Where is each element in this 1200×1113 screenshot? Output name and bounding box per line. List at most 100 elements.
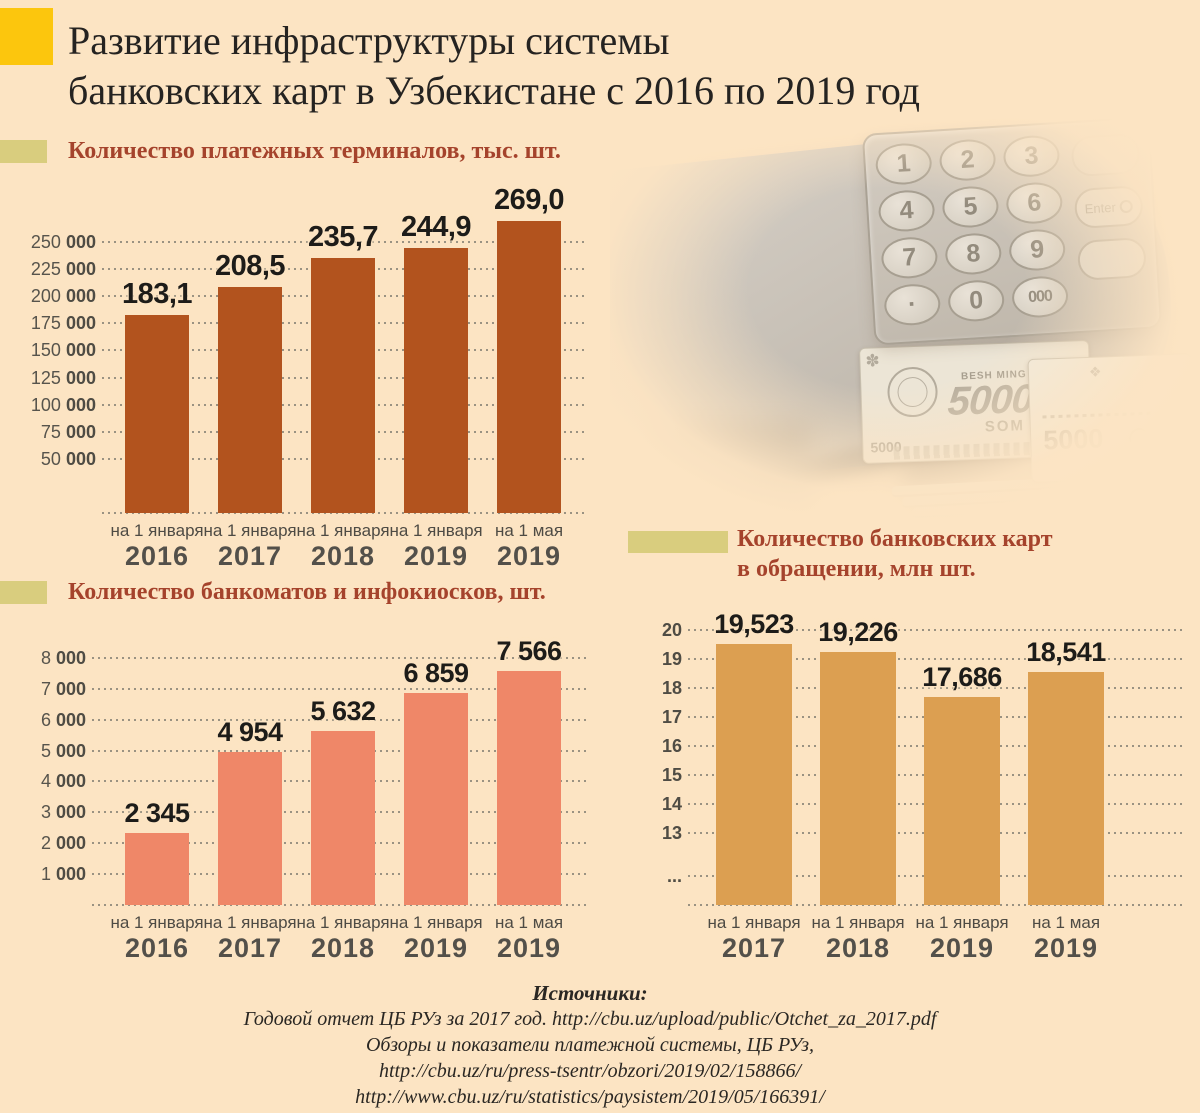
- bar-2017-1: [218, 286, 282, 513]
- x-category-label: на 1 января 2017: [707, 913, 801, 963]
- keypad-key-3: 3: [1002, 134, 1061, 179]
- keypad-side-buttons: Enter: [1070, 133, 1148, 293]
- x-category-label: на 1 января 2017: [203, 913, 297, 963]
- baseline-gridline: [102, 512, 586, 514]
- bar-2019-4: [497, 221, 561, 513]
- keypad-key-4: 4: [877, 188, 936, 234]
- x-category-label: на 1 мая 2019: [494, 913, 564, 963]
- enter-key-label: Enter: [1084, 199, 1117, 217]
- accent-square: [0, 8, 53, 65]
- y-tick-label: 225 000: [30, 259, 96, 280]
- x-category-label: на 1 января 2019: [389, 913, 483, 963]
- enter-led-icon: [1119, 199, 1134, 213]
- x-category-label: на 1 января 2019: [915, 913, 1009, 963]
- keypad-key-5: 5: [941, 184, 1000, 230]
- cancel-key: [1070, 133, 1141, 178]
- bar-2017-1: [218, 751, 282, 905]
- banknote-seal-icon: [1128, 427, 1150, 449]
- bar-value-label: 19,226: [818, 617, 898, 648]
- bar-value-label: 208,5: [214, 249, 286, 282]
- source-line: http://cbu.uz/ru/press-tsentr/obzori/201…: [378, 1060, 802, 1082]
- chart-terminals: 50 000 75 000 100 000 125 000 150 000 175 000…: [30, 184, 588, 571]
- atm-keypad: 1 2 3 4 5 6 7 8 9 · 0 000 Enter: [861, 116, 1163, 346]
- section-swatch-cards: [628, 531, 728, 553]
- sources-heading: Источники:: [532, 981, 648, 1005]
- page-title: Развитие инфраструктуры системы банковск…: [68, 16, 1128, 116]
- keypad-key-·: ·: [883, 282, 942, 327]
- y-tick-label: 175 000: [30, 313, 96, 334]
- y-tick-label: 13: [661, 823, 682, 843]
- keypad-key-2: 2: [938, 137, 997, 183]
- keypad-key-0: 0: [946, 278, 1006, 323]
- bar-value-label: 6 859: [403, 658, 469, 689]
- y-tick-label: 75 000: [40, 421, 96, 442]
- y-tick-label: 3 000: [40, 802, 86, 823]
- x-category-label: на 1 мая 2019: [494, 521, 564, 571]
- bar-2018-1: [820, 652, 896, 905]
- y-tick-label: 14: [661, 794, 682, 814]
- keypad-key-8: 8: [944, 231, 1003, 277]
- gridline: [688, 687, 1182, 689]
- banknote-value: 5000: [1042, 423, 1104, 456]
- x-category-label: на 1 января 2018: [811, 913, 905, 963]
- y-tick-label: 1 000: [40, 864, 86, 885]
- source-line: Годовой отчет ЦБ РУз за 2017 год. http:/…: [243, 1008, 937, 1030]
- bar-2019-3: [404, 693, 468, 905]
- banknote-behind: ❖ 5000: [1027, 353, 1196, 483]
- y-tick-label: 8 000: [40, 647, 86, 668]
- y-tick-label: 20: [661, 620, 682, 640]
- y-tick-label: 5 000: [40, 740, 86, 761]
- bar-2019-3: [404, 247, 468, 513]
- y-tick-label: 17: [661, 707, 682, 727]
- chart-title-atms: Количество банкоматов и инфокиосков, шт.: [68, 579, 546, 605]
- keypad-key-6: 6: [1005, 180, 1064, 226]
- banknote-serial-pattern: [1042, 411, 1153, 419]
- bar-2018-2: [311, 257, 375, 513]
- y-tick-label: 100 000: [30, 394, 96, 415]
- section-swatch-atms: [0, 581, 47, 604]
- x-category-label: на 1 января 2018: [296, 521, 390, 571]
- source-line: Обзоры и показатели платежной системы, Ц…: [365, 1034, 815, 1056]
- section-swatch-terminals: [0, 140, 47, 163]
- bar-value-label: 235,7: [307, 220, 379, 253]
- page-title-line2: банковских карт в Узбекистане с 2016 по …: [68, 68, 921, 113]
- keypad-key-000: 000: [1010, 274, 1070, 320]
- chart-title-terminals: Количество платежных терминалов, тыс. шт…: [68, 138, 561, 164]
- page-title-line1: Развитие инфраструктуры системы: [68, 18, 670, 63]
- chart-cards: 20 19 18 17 16 15 14 13... 19,523 на 1 января 2017…: [640, 600, 1190, 970]
- x-category-label: на 1 января 2016: [110, 913, 204, 963]
- bar-value-label: 2 345: [124, 797, 190, 828]
- y-tick-label: 15: [661, 765, 682, 785]
- y-tick-label: 16: [661, 736, 682, 756]
- banknote-ornament-icon: ✽: [865, 351, 881, 371]
- bar-2018-2: [311, 730, 375, 905]
- x-category-label: на 1 января 2018: [296, 913, 390, 963]
- gridline: [688, 658, 1182, 660]
- keypad-keys: 1 2 3 4 5 6 7 8 9 · 0 000: [874, 134, 1070, 327]
- y-tick-label: 50 000: [40, 448, 96, 469]
- x-category-label: на 1 января 2016: [110, 521, 204, 571]
- baseline-gridline: [92, 904, 586, 906]
- bar-value-label: 183,1: [121, 277, 193, 310]
- y-tick-label: 18: [661, 678, 682, 698]
- banknote-currency: SOM: [984, 417, 1026, 436]
- bar-value-label: 269,0: [493, 184, 565, 217]
- bar-value-label: 244,9: [400, 210, 472, 243]
- y-tick-label: 4 000: [40, 771, 86, 792]
- gridline: [92, 687, 586, 690]
- y-tick-label: 250 000: [30, 232, 96, 252]
- y-tick-label: 150 000: [30, 340, 96, 361]
- y-tick-label: ...: [666, 866, 682, 886]
- y-tick-label: 200 000: [30, 286, 96, 307]
- banknote-ornament-icon: ❖: [1088, 363, 1102, 380]
- sources: Источники: Годовой отчет ЦБ РУз за 2017 …: [0, 980, 1180, 1110]
- bar-2019-3: [1028, 672, 1104, 905]
- x-category-label: на 1 мая 2019: [1031, 913, 1101, 963]
- keypad-key-1: 1: [874, 141, 933, 187]
- chart-title-cards: Количество банковских карт в обращении, …: [737, 524, 1053, 584]
- banknote-emblem-icon: [886, 366, 939, 418]
- blank-key: [1076, 236, 1148, 281]
- bar-value-label: 5 632: [310, 695, 376, 726]
- gridline: [92, 656, 586, 659]
